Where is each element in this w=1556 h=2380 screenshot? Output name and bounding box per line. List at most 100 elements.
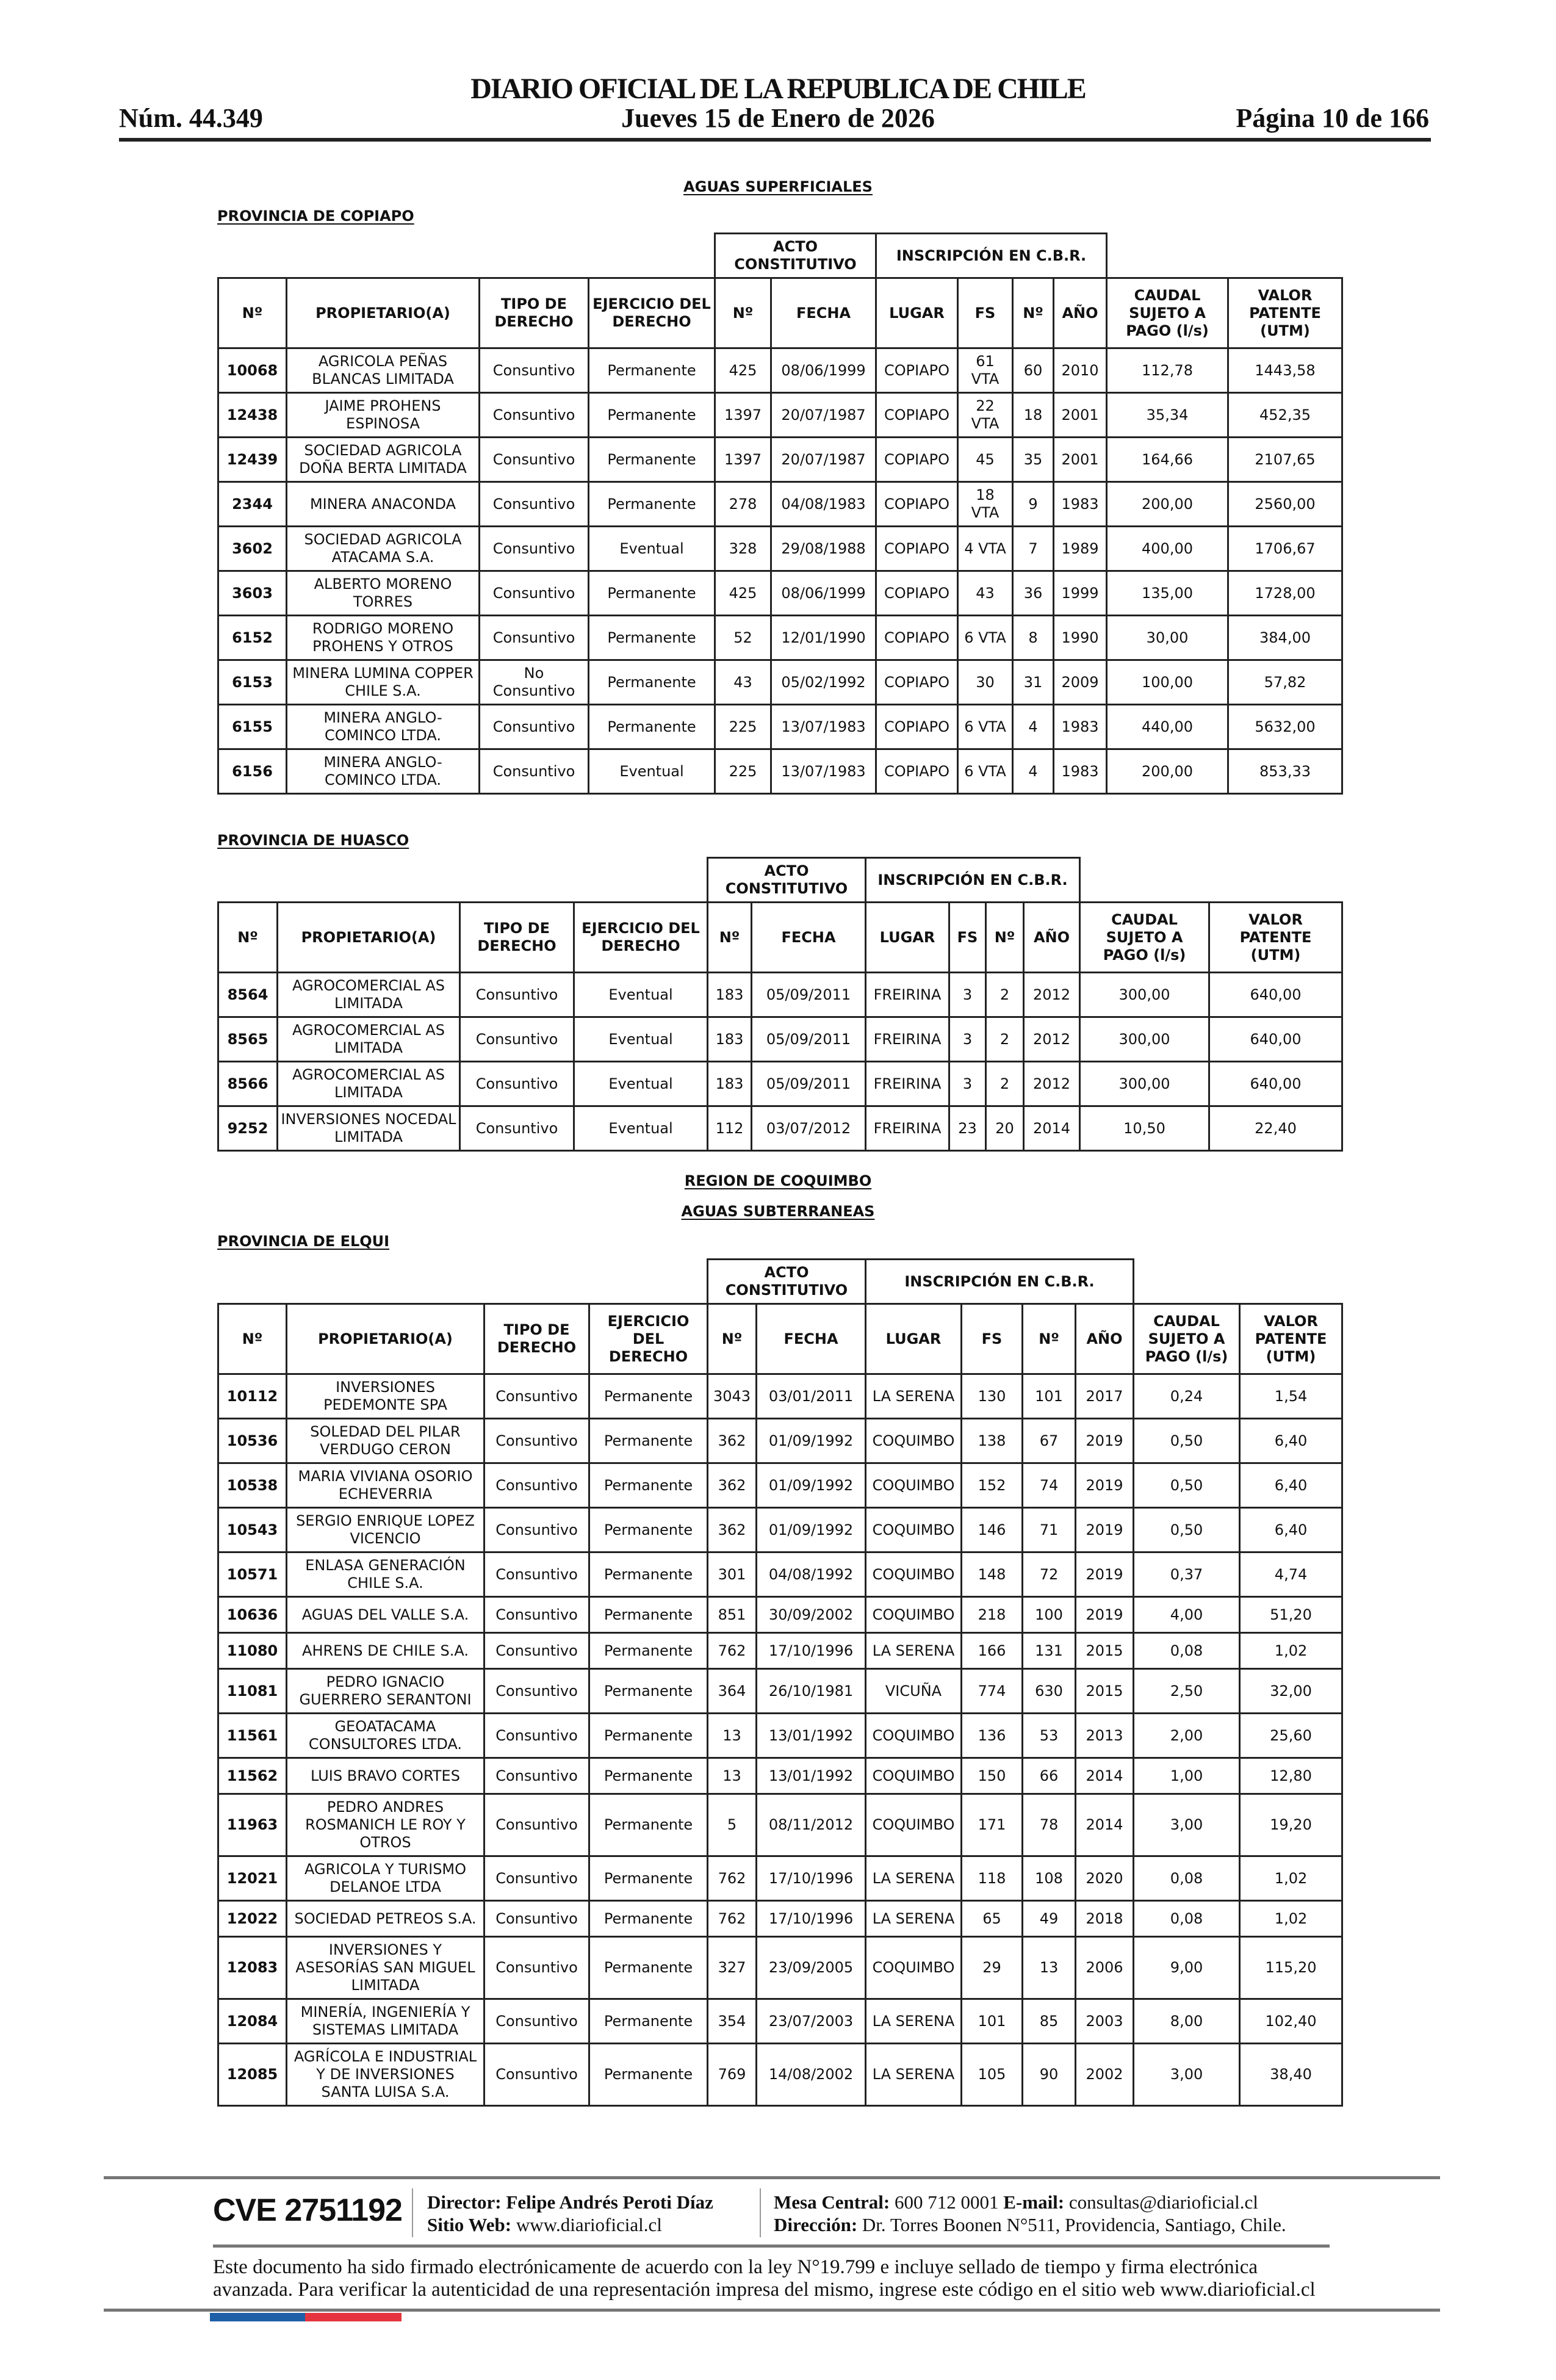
table-row: 9252 INVERSIONES NOCEDAL LIMITADA Consunti…	[217, 1105, 1344, 1152]
table-cell: 8564	[217, 972, 278, 1018]
table-cell: 11080	[217, 1632, 287, 1670]
table-cell: 71	[1021, 1507, 1076, 1553]
table-cell: 225	[714, 748, 772, 795]
table-cell: 5632,00	[1227, 704, 1344, 750]
table-cell: 04/08/1983	[770, 481, 877, 527]
table-cell: 640,00	[1208, 972, 1344, 1018]
table-cell: 2,00	[1133, 1712, 1241, 1759]
page-number: Página 10 de 166	[1236, 103, 1429, 133]
table-cell: PEDRO IGNACIO GUERRERO SERANTONI	[286, 1668, 485, 1714]
table-cell: 4,00	[1133, 1596, 1241, 1634]
website-link[interactable]: www.diarioficial.cl	[516, 2214, 662, 2235]
blank-cell	[218, 858, 708, 903]
column-header: FECHA	[751, 901, 866, 973]
table-cell: Consuntivo	[483, 1998, 590, 2044]
table-cell: 2017	[1074, 1373, 1135, 1419]
column-header: Nº	[707, 901, 752, 973]
table-cell: 12,80	[1239, 1757, 1344, 1795]
table-cell: Consuntivo	[478, 392, 589, 438]
footer-separator	[760, 2188, 761, 2237]
table-cell: 218	[960, 1596, 1023, 1634]
flag-bar-blue	[210, 2313, 305, 2321]
table-cell: 452,35	[1227, 392, 1344, 438]
email-link[interactable]: consultas@diarioficial.cl	[1068, 2191, 1258, 2213]
column-header-row: Nº PROPIETARIO(A) TIPO DE DERECHO EJERCICIO…	[217, 901, 1344, 973]
group-header-acto: ACTO CONSTITUTIVO	[714, 233, 877, 279]
table-cell: 1397	[714, 392, 772, 438]
table-cell: 1,00	[1133, 1757, 1241, 1795]
table-cell: 01/09/1992	[755, 1507, 866, 1553]
table-cell: COPIAPO	[875, 615, 959, 661]
table-cell: 12439	[217, 436, 287, 483]
table-cell: 2560,00	[1227, 481, 1344, 527]
table-cell: Consuntivo	[459, 1016, 575, 1062]
table-cell: No Consuntivo	[478, 659, 589, 705]
table-cell: 3602	[217, 525, 287, 572]
column-header: Nº	[714, 277, 772, 349]
table-cell: Consuntivo	[483, 1936, 590, 2000]
group-header-row: ACTO CONSTITUTIVO INSCRIPCIÓN EN C.B.R.	[218, 1258, 1342, 1305]
table-cell: 2107,65	[1227, 436, 1344, 483]
table-row: 10571 ENLASA GENERACIÓN CHILE S.A. Consunt…	[217, 1551, 1344, 1598]
table-cell: 2018	[1074, 1900, 1135, 1938]
phone-label: Mesa Central:	[774, 2191, 890, 2213]
footer-divider-bottom	[104, 2309, 1440, 2312]
table-cell: 131	[1021, 1632, 1076, 1670]
table-cell: 43	[957, 570, 1014, 616]
table-cell: COQUIMBO	[865, 1712, 962, 1759]
group-header-inscripcion: INSCRIPCIÓN EN C.B.R.	[864, 857, 1081, 903]
director-label: Director:	[427, 2191, 502, 2213]
table-cell: 2001	[1052, 392, 1108, 438]
table-cell: 300,00	[1079, 1016, 1211, 1062]
table-cell: 10112	[217, 1373, 287, 1419]
phone-number: 600 712 0001	[895, 2191, 999, 2213]
table-cell: 05/02/1992	[770, 659, 877, 705]
director-name: Felipe Andrés Peroti Díaz	[506, 2191, 713, 2213]
table-cell: AGROCOMERCIAL AS LIMITADA	[276, 1061, 461, 1107]
table-cell: Consuntivo	[478, 570, 589, 616]
table-cell: 1983	[1052, 704, 1108, 750]
table-cell: 630	[1021, 1668, 1076, 1714]
table-cell: Permanente	[588, 481, 716, 527]
table-cell: 08/06/1999	[770, 347, 877, 394]
table-cell: 2015	[1074, 1668, 1135, 1714]
table-cell: 6152	[217, 615, 287, 661]
table-cell: 853,33	[1227, 748, 1344, 795]
table-row: 10538 MARIA VIVIANA OSORIO ECHEVERRIA Cons…	[217, 1462, 1344, 1509]
table-cell: 5	[707, 1793, 757, 1857]
table-cell: 3	[948, 1016, 987, 1062]
table-row: 12022 SOCIEDAD PETREOS S.A. Consuntivo Perm…	[217, 1900, 1344, 1938]
table-cell: 762	[707, 1632, 757, 1670]
table-cell: 03/01/2011	[755, 1373, 866, 1419]
table-cell: PEDRO ANDRES ROSMANICH LE ROY Y OTROS	[286, 1793, 485, 1857]
table-cell: Consuntivo	[478, 748, 589, 795]
table-cell: COPIAPO	[875, 436, 959, 483]
table-cell: 1,02	[1239, 1632, 1344, 1670]
newspaper-title: DIARIO OFICIAL DE LA REPUBLICA DE CHILE	[470, 73, 1087, 105]
table-cell: FREIRINA	[865, 1061, 950, 1107]
website-label: Sitio Web:	[427, 2214, 512, 2235]
table-cell: 301	[707, 1551, 757, 1598]
table-cell: Consuntivo	[483, 1551, 590, 1598]
table-cell: 8,00	[1133, 1998, 1241, 2044]
table-cell: Permanente	[588, 436, 716, 483]
table-cell: 200,00	[1106, 481, 1230, 527]
issue-date: Jueves 15 de Enero de 2026	[621, 103, 935, 133]
table-cell: Permanente	[588, 1507, 708, 1553]
table-row: 11562 LUIS BRAVO CORTES Consuntivo Permanen…	[217, 1757, 1344, 1795]
table-cell: Permanente	[588, 1668, 708, 1714]
table-cell: COPIAPO	[875, 704, 959, 750]
table-cell: 354	[707, 1998, 757, 2044]
column-header: TIPO DE DERECHO	[478, 277, 589, 349]
table-cell: 362	[707, 1462, 757, 1509]
column-header: PROPIETARIO(A)	[286, 277, 480, 349]
table-cell: AGRICOLA Y TURISMO DELANOE LTDA	[286, 1855, 485, 1902]
table-cell: Consuntivo	[483, 1632, 590, 1670]
table-row: 6152 RODRIGO MORENO PROHENS Y OTROS Consun…	[217, 615, 1344, 661]
table-cell: 17/10/1996	[755, 1900, 866, 1938]
table-huasco: ACTO CONSTITUTIVO INSCRIPCIÓN EN C.B.R. Nº…	[217, 857, 1344, 1152]
table-cell: 9,00	[1133, 1936, 1241, 2000]
table-row: 12438 JAIME PROHENS ESPINOSA Consuntivo Per…	[217, 392, 1344, 438]
group-header-row: ACTO CONSTITUTIVO INSCRIPCIÓN EN C.B.R.	[218, 233, 1342, 279]
table-cell: FREIRINA	[865, 1105, 950, 1152]
